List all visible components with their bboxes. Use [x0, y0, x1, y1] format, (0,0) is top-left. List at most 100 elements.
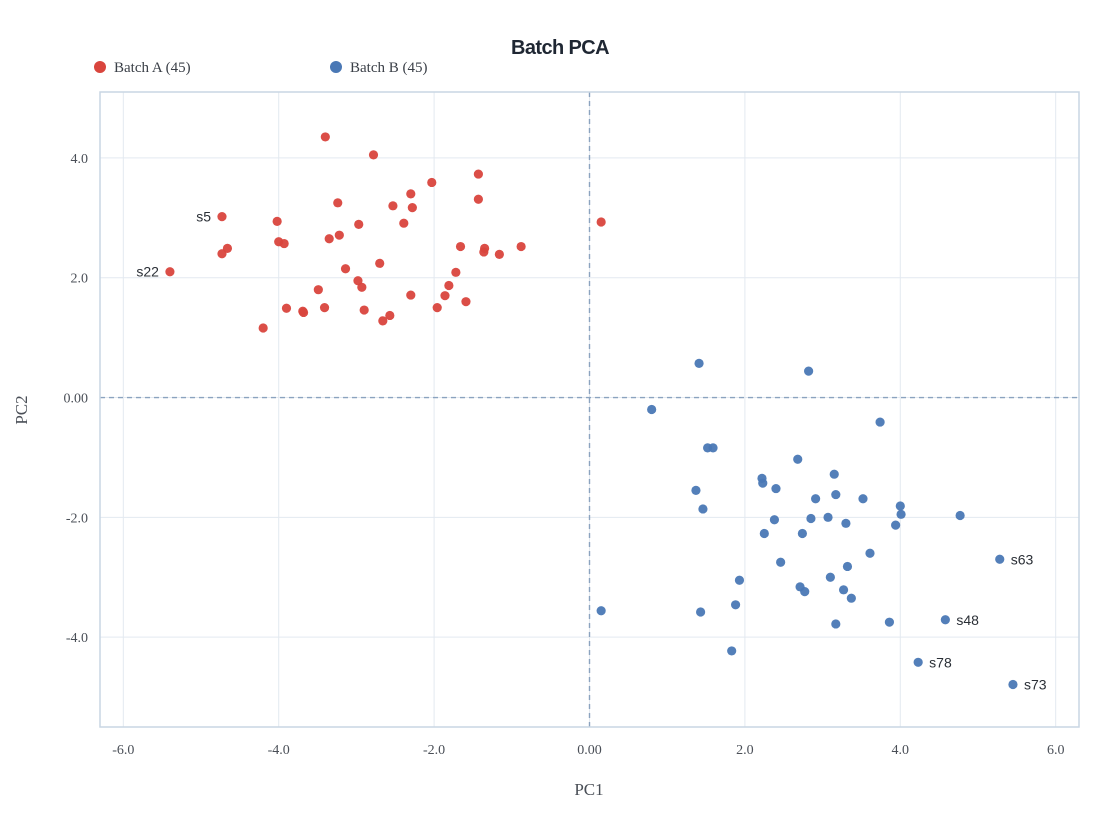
data-point-batch-b: [891, 520, 901, 530]
data-point-batch-b: [793, 454, 803, 464]
data-point-batch-b: [758, 478, 768, 488]
data-point-batch-a: [596, 217, 606, 227]
x-tick-label: 4.0: [892, 743, 910, 758]
data-point-batch-a: [461, 297, 471, 307]
data-point-batch-a: [279, 238, 289, 249]
data-point-batch-a: [313, 285, 323, 295]
data-point-batch-b: [730, 600, 741, 610]
chart-title: Batch PCA: [511, 37, 609, 59]
y-tick-label: 0.00: [64, 392, 89, 407]
data-point-batch-b: [865, 548, 875, 558]
data-point-batch-a: [494, 249, 504, 259]
y-tick-label: 2.0: [71, 272, 89, 287]
legend-marker-batch-a: [94, 61, 106, 73]
data-point-batch-b: [759, 528, 769, 539]
data-point-batch-a: [385, 310, 395, 321]
data-point-batch-a: [516, 241, 526, 252]
data-point-batch-a: [320, 132, 330, 142]
x-tick-label: -4.0: [268, 743, 290, 758]
data-point-batch-b: [771, 483, 781, 494]
data-point-batch-a: [440, 291, 450, 301]
y-tick-label: -2.0: [66, 511, 88, 526]
data-point-batch-a: [427, 177, 437, 188]
legend: Batch A (45) Batch B (45): [94, 60, 427, 76]
data-point-batch-a: [407, 203, 417, 213]
data-point-batch-a: [272, 216, 282, 226]
data-point-batch-b: [829, 469, 839, 479]
plot-frame: [99, 91, 1080, 728]
legend-label-batch-a: Batch A (45): [114, 60, 191, 76]
data-point-batch-a: [357, 282, 367, 292]
data-point-batch-b: [800, 587, 810, 597]
data-point-batch-a: [432, 303, 442, 313]
x-axis-label: PC1: [574, 780, 603, 799]
legend-item-batch-b[interactable]: Batch B (45): [330, 60, 427, 76]
x-tick-label: -6.0: [112, 743, 134, 758]
data-point-batch-b: [647, 404, 657, 415]
data-point-batch-b: [896, 509, 906, 519]
data-point-batch-b: [769, 515, 780, 525]
data-point-batch-b: [797, 528, 807, 539]
x-tick-label: 6.0: [1047, 743, 1065, 758]
data-point-batch-a: [455, 241, 466, 252]
data-point-batch-a: [388, 201, 398, 211]
point-label-s22: s22: [136, 264, 159, 280]
data-point-batch-b: [838, 585, 849, 595]
point-label-s78: s78: [929, 654, 952, 670]
x-tick-label: 0.00: [577, 743, 602, 758]
data-point-batch-a: [375, 258, 385, 268]
data-point-batch-a: [217, 212, 227, 222]
data-point-batch-a: [378, 316, 388, 326]
data-point-batch-b: [1008, 679, 1018, 690]
data-point-batch-b: [734, 575, 745, 585]
data-point-batch-a: [406, 290, 416, 300]
data-point-batch-a: [319, 303, 330, 313]
data-point-batch-b: [694, 358, 704, 368]
data-point-batch-b: [727, 646, 737, 656]
data-point-batch-b: [825, 572, 835, 582]
data-point-batch-b: [841, 518, 851, 528]
point-label-s73: s73: [1024, 676, 1047, 692]
data-point-batch-a: [451, 267, 461, 277]
data-point-batch-b: [708, 443, 718, 453]
data-point-batch-b: [895, 501, 905, 511]
x-tick-label: 2.0: [736, 743, 754, 758]
tick-labels: -6.0 -4.0 -2.0 0.00 2.0 4.0 6.0 -4.0 -2.0 0.00 2.0…: [64, 152, 1065, 758]
y-axis-label: PC2: [12, 395, 31, 424]
data-point-batch-a: [354, 219, 364, 229]
data-point-batch-b: [596, 606, 606, 616]
point-label-s48: s48: [956, 612, 979, 628]
x-tick-label: -2.0: [423, 743, 445, 758]
data-point-batch-a: [480, 243, 490, 253]
data-point-batch-a: [406, 189, 416, 199]
data-point-batch-a: [258, 323, 268, 333]
data-point-batch-b: [858, 494, 868, 504]
data-point-batch-b: [691, 485, 701, 495]
data-points: [165, 132, 1018, 690]
data-point-batch-a: [333, 198, 343, 208]
data-point-batch-a: [359, 305, 369, 315]
data-point-batch-a: [399, 218, 409, 228]
data-point-batch-a: [444, 280, 454, 291]
data-point-batch-a: [340, 264, 351, 274]
data-point-batch-b: [884, 617, 895, 627]
data-point-batch-b: [804, 366, 814, 376]
data-point-batch-b: [875, 417, 885, 427]
data-point-batch-a: [473, 194, 483, 204]
data-point-batch-a: [298, 307, 309, 318]
data-point-batch-b: [823, 512, 833, 522]
data-point-batch-b: [940, 615, 950, 625]
y-tick-label: 4.0: [71, 152, 89, 167]
data-point-batch-a: [473, 169, 483, 179]
data-point-batch-b: [842, 561, 853, 572]
data-point-batch-b: [831, 619, 841, 629]
y-tick-label: -4.0: [66, 631, 88, 646]
data-point-batch-b: [698, 504, 708, 514]
data-point-batch-b: [955, 510, 965, 521]
data-point-batch-b: [831, 489, 841, 500]
data-point-batch-b: [913, 657, 923, 667]
data-point-batch-b: [696, 607, 706, 617]
legend-item-batch-a[interactable]: Batch A (45): [94, 60, 191, 76]
point-labels: s22 s5 s63 s48 s78 s73: [136, 209, 1046, 693]
